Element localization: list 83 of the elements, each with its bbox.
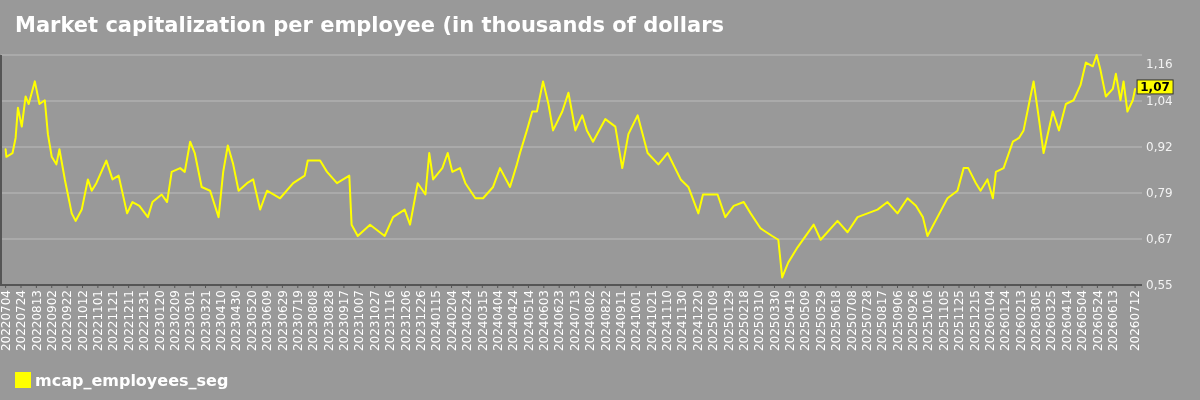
x-tick-label: 20240115 — [429, 290, 444, 352]
x-tick-label: 20241130 — [675, 290, 690, 352]
x-tick-label: 20231116 — [383, 290, 398, 352]
legend-label: mcap_employees_seg — [35, 370, 229, 390]
x-tick-label: 20240315 — [475, 290, 490, 352]
x-tick-label: 20240603 — [537, 290, 552, 352]
x-tick-label: 20240713 — [567, 290, 582, 352]
x-tick-label: 20220704 — [0, 290, 13, 352]
x-tick-label: 20250330 — [767, 290, 782, 352]
x-tick-label: 20241220 — [690, 290, 705, 352]
x-tick-label: 20260213 — [1013, 290, 1028, 352]
x-tick-label: 20220902 — [44, 290, 59, 352]
x-tick-label: 20260414 — [1059, 290, 1074, 352]
x-tick-label: 20260325 — [1044, 290, 1059, 352]
x-tick-label: 20250926 — [906, 290, 921, 352]
x-tick-label: 20220813 — [29, 290, 44, 352]
y-tick-label: 1,04 — [1146, 94, 1173, 109]
x-tick-label: 20221211 — [121, 290, 136, 352]
x-tick-label: 20260305 — [1029, 290, 1044, 352]
x-tick-label: 20240822 — [598, 290, 613, 352]
x-tick-label: 20260712 — [1128, 290, 1143, 352]
x-tick-label: 20230120 — [152, 290, 167, 352]
x-tick-label: 20230430 — [229, 290, 244, 352]
x-tick-label: 20251016 — [921, 290, 936, 352]
x-tick-label: 20240424 — [506, 290, 521, 352]
x-tick-label: 20260104 — [982, 290, 997, 352]
x-tick-label: 20260504 — [1075, 290, 1090, 352]
x-tick-label: 20221121 — [106, 290, 121, 352]
x-tick-label: 20260613 — [1105, 290, 1120, 352]
x-tick-label: 20230917 — [337, 290, 352, 352]
x-tick-label: 20230520 — [244, 290, 259, 352]
x-tick-label: 20230301 — [183, 290, 198, 352]
x-tick-label: 20250529 — [813, 290, 828, 352]
x-tick-label: 20250817 — [875, 290, 890, 352]
x-tick-label: 20241110 — [660, 290, 675, 352]
y-tick-label: 0,55 — [1146, 278, 1173, 293]
x-tick-label: 20251125 — [952, 290, 967, 352]
x-tick-label: 20251215 — [967, 290, 982, 352]
x-tick-label: 20251105 — [936, 290, 951, 352]
x-tick-label: 20230321 — [198, 290, 213, 352]
x-tick-label: 20250906 — [890, 290, 905, 352]
x-tick-label: 20250129 — [721, 290, 736, 352]
x-tick-label: 20231206 — [398, 290, 413, 352]
y-tick-label: 0,67 — [1146, 232, 1173, 247]
x-tick-label: 20231007 — [352, 290, 367, 352]
x-tick-label: 20260124 — [998, 290, 1013, 352]
x-tick-label: 20220922 — [60, 290, 75, 352]
x-tick-label: 20240911 — [613, 290, 628, 352]
x-tick-label: 20240204 — [444, 290, 459, 352]
x-tick-label: 20231027 — [367, 290, 382, 352]
x-tick-label: 20240224 — [460, 290, 475, 352]
x-tick-label: 20250509 — [798, 290, 813, 352]
x-tick-label: 20250708 — [844, 290, 859, 352]
x-tick-label: 20230719 — [290, 290, 305, 352]
x-tick-label: 20241001 — [629, 290, 644, 352]
x-tick-label: 20230828 — [321, 290, 336, 352]
x-tick-label: 20221012 — [75, 290, 90, 352]
x-tick-label: 20241021 — [644, 290, 659, 352]
y-tick-label: 0,92 — [1146, 140, 1173, 155]
x-tick-label: 20230808 — [306, 290, 321, 352]
x-tick-label: 20250218 — [736, 290, 751, 352]
x-tick-label: 20231226 — [414, 290, 428, 352]
y-tick-label: 1,16 — [1146, 57, 1173, 72]
x-tick-label: 20250728 — [859, 290, 874, 352]
x-tick-label: 20260524 — [1090, 290, 1105, 352]
x-tick-label: 20230629 — [275, 290, 290, 352]
y-tick-label: 0,79 — [1146, 186, 1173, 201]
x-tick-label: 20240802 — [583, 290, 598, 352]
x-tick-label: 20250419 — [783, 290, 798, 352]
x-tick-label: 20240514 — [521, 290, 536, 352]
x-tick-label: 20240623 — [552, 290, 567, 352]
x-tick-label: 20240404 — [490, 290, 505, 352]
x-tick-label: 20250618 — [829, 290, 844, 352]
annotation: 1,07 — [1140, 80, 1170, 95]
chart-title: Market capitalization per employee (in thousands of dollars — [15, 13, 725, 37]
x-tick-label: 20250310 — [752, 290, 767, 352]
x-tick-label: 20230609 — [260, 290, 275, 352]
x-tick-label: 20230410 — [214, 290, 229, 352]
x-tick-label: 20221101 — [91, 290, 106, 352]
x-tick-label: 20250109 — [706, 290, 721, 352]
x-tick-label: 20230209 — [167, 290, 182, 352]
x-tick-label: 20220724 — [14, 290, 29, 352]
x-tick-label: 20221231 — [137, 290, 152, 352]
